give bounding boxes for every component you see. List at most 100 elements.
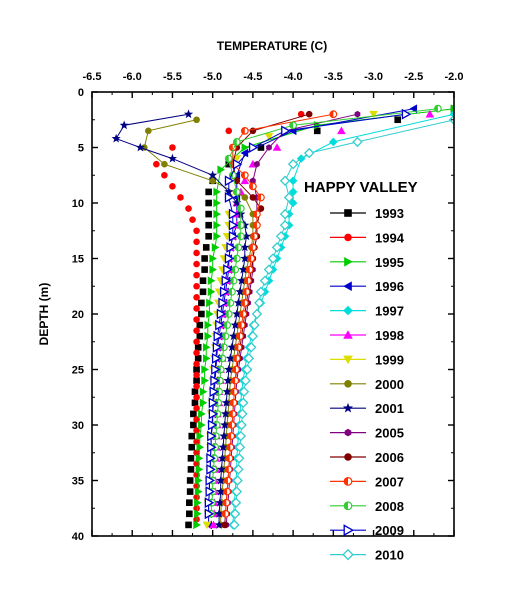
data-point-2010 xyxy=(231,486,243,497)
legend-label: 1993 xyxy=(375,206,404,221)
data-point-1999 xyxy=(264,133,274,141)
data-point-1993 xyxy=(199,277,207,284)
data-point-2009 xyxy=(224,175,235,187)
data-point-2009 xyxy=(205,486,216,498)
data-point-1994 xyxy=(193,504,200,512)
data-point-1993 xyxy=(191,388,199,395)
data-point-2008 xyxy=(232,138,241,146)
data-point-2007 xyxy=(257,193,265,202)
data-point-2001 xyxy=(208,170,218,180)
data-point-2009 xyxy=(211,352,222,364)
data-point-2007 xyxy=(226,443,235,452)
data-point-1993 xyxy=(186,488,194,495)
legend-marker-2006 xyxy=(344,453,352,461)
y-tick-label: 25 xyxy=(72,365,84,377)
data-point-2005 xyxy=(354,110,361,118)
data-point-1994 xyxy=(193,438,200,445)
data-point-2007 xyxy=(253,210,261,219)
data-point-1993 xyxy=(190,421,197,429)
data-point-2007-half xyxy=(227,432,232,440)
x-tick-label: -5.0 xyxy=(203,71,222,83)
legend-label: 2006 xyxy=(375,450,404,465)
data-point-1993 xyxy=(199,288,207,296)
x-axis-title: TEMPERATURE (C) xyxy=(217,39,327,53)
series-1995 xyxy=(193,104,454,530)
data-point-2009 xyxy=(204,508,215,520)
data-point-2008 xyxy=(434,104,442,113)
data-point-1993 xyxy=(201,266,208,273)
data-point-1995 xyxy=(209,254,217,263)
data-point-2010 xyxy=(236,419,247,431)
data-point-2008-half xyxy=(233,138,237,146)
legend-label: 1996 xyxy=(375,279,404,294)
data-point-2007 xyxy=(232,354,241,363)
y-tick-label: 35 xyxy=(72,476,84,488)
data-point-2009 xyxy=(228,230,239,242)
series-2007 xyxy=(221,110,338,518)
data-point-2007-half xyxy=(225,466,229,473)
y-tick-label: 10 xyxy=(72,198,84,210)
data-point-2008 xyxy=(229,276,238,285)
data-point-2008-half xyxy=(225,155,229,162)
x-tick-label: -2.0 xyxy=(445,71,464,83)
data-point-2010 xyxy=(283,192,295,203)
data-point-2001 xyxy=(232,198,242,207)
data-point-2010 xyxy=(234,441,246,453)
data-point-2007-half xyxy=(222,510,226,518)
data-point-2008 xyxy=(231,265,240,274)
data-point-1993 xyxy=(194,344,202,351)
data-point-2007-half xyxy=(229,410,233,418)
data-point-2009 xyxy=(209,386,220,398)
data-point-2006 xyxy=(305,110,313,118)
data-point-2008 xyxy=(232,187,241,196)
data-point-2010 xyxy=(275,231,287,242)
data-point-2010 xyxy=(267,253,279,264)
y-tick-label: 5 xyxy=(78,143,84,155)
data-point-2008-half xyxy=(434,105,438,112)
data-point-2009 xyxy=(223,264,233,276)
data-point-2006 xyxy=(233,177,241,185)
legend-item-1995: 1995 xyxy=(330,255,404,270)
data-point-1995 xyxy=(195,465,204,474)
data-point-2010 xyxy=(233,453,245,464)
data-point-1995 xyxy=(199,398,208,408)
data-point-2010 xyxy=(255,286,267,298)
legend-marker-1995 xyxy=(344,257,353,267)
data-point-1994 xyxy=(153,160,160,168)
data-point-2001 xyxy=(232,309,242,318)
data-point-1995 xyxy=(206,298,214,308)
legend-item-2005: 2005 xyxy=(330,426,404,441)
data-point-2007-half xyxy=(228,421,232,429)
data-point-1997 xyxy=(288,198,298,208)
data-point-2009 xyxy=(281,125,291,137)
data-point-2010 xyxy=(235,430,247,442)
data-point-2001 xyxy=(219,431,229,440)
data-point-2001 xyxy=(227,342,237,352)
data-point-2009 xyxy=(401,108,412,120)
data-point-2009 xyxy=(207,419,218,431)
data-point-1995 xyxy=(194,487,203,496)
x-tick-label: -6.0 xyxy=(123,71,142,83)
data-point-1995 xyxy=(201,365,209,374)
data-point-2001 xyxy=(221,398,231,407)
data-point-2010 xyxy=(251,308,263,320)
data-point-1994 xyxy=(169,183,176,190)
data-point-1995 xyxy=(209,265,217,274)
data-point-1995 xyxy=(196,431,205,441)
data-point-2008-half xyxy=(230,277,234,284)
data-point-2008 xyxy=(236,232,245,241)
data-point-1993 xyxy=(196,332,204,340)
data-point-2009 xyxy=(208,397,219,409)
data-point-2001 xyxy=(216,486,226,496)
data-point-2001 xyxy=(237,275,247,285)
data-point-2008-half xyxy=(222,332,226,340)
data-point-1994 xyxy=(193,305,200,312)
data-point-2006 xyxy=(221,521,229,529)
data-point-2008 xyxy=(226,299,235,307)
data-point-2010 xyxy=(279,208,291,220)
data-point-2009 xyxy=(215,319,225,331)
y-tick-label: 20 xyxy=(72,309,84,321)
data-point-1997 xyxy=(288,176,298,186)
data-point-2007-half xyxy=(232,366,236,373)
data-point-1995 xyxy=(213,220,221,230)
